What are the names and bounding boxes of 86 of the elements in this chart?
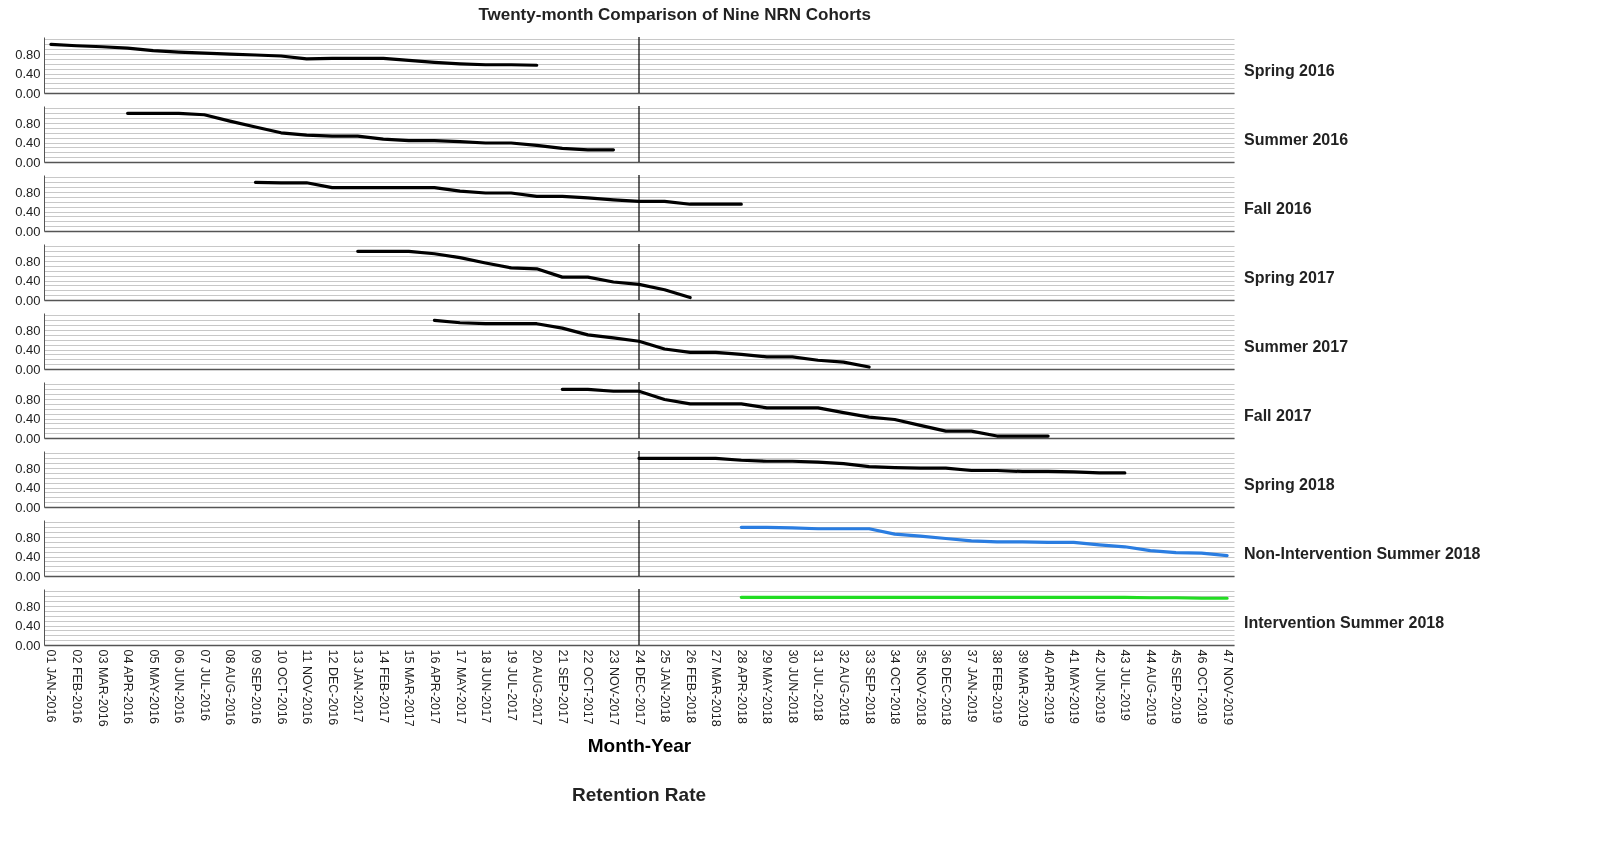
series-label: Intervention Summer 2018 <box>1244 614 1445 631</box>
y-tick-label: 0.80 <box>15 598 41 614</box>
x-tick-label: 40 APR-2019 <box>1041 649 1056 724</box>
x-tick-label: 05 MAY-2016 <box>146 649 161 724</box>
x-tick-label: 21 SEP-2017 <box>555 649 570 724</box>
x-tick-label: 46 OCT-2019 <box>1195 649 1210 725</box>
x-tick-label: 43 JUL-2019 <box>1118 649 1133 722</box>
x-tick-label: 26 FEB-2018 <box>683 649 698 724</box>
y-tick-label: 0.80 <box>15 253 41 269</box>
x-tick-label: 08 AUG-2016 <box>223 649 238 726</box>
x-tick-label: 45 SEP-2019 <box>1169 649 1184 724</box>
text: Spring 2016 <box>1244 62 1335 79</box>
y-tick-label: 0.80 <box>15 115 41 131</box>
x-tick-label: 32 AUG-2018 <box>837 649 852 726</box>
x-tick-label: 03 MAR-2016 <box>95 649 110 727</box>
x-tick-label: 28 APR-2018 <box>734 649 749 724</box>
y-tick-label: 0.40 <box>15 135 41 151</box>
x-tick-label: 01 JAN-2016 <box>44 649 59 723</box>
x-tick-label: 11 NOV-2016 <box>300 649 315 725</box>
y-tick-label: 0.00 <box>15 430 41 446</box>
y-tick-label: 0.40 <box>15 342 41 358</box>
text: Fall 2017 <box>1244 407 1312 424</box>
x-tick-label: 04 APR-2016 <box>121 649 136 724</box>
x-tick-label: 20 AUG-2017 <box>530 649 545 726</box>
x-tick-label: 31 JUL-2018 <box>811 649 826 722</box>
y-tick-label: 0.40 <box>15 549 41 565</box>
x-tick-label: 06 JUN-2016 <box>172 649 187 724</box>
y-tick-label: 0.00 <box>15 292 41 308</box>
x-tick-label: 02 FEB-2016 <box>69 649 84 724</box>
y-tick-label: 0.40 <box>15 411 41 427</box>
y-tick-label: 0.00 <box>15 154 41 170</box>
x-tick-label: 23 NOV-2017 <box>606 649 621 726</box>
y-tick-label: 0.80 <box>15 184 41 200</box>
y-tick-label: 0.00 <box>15 361 41 377</box>
x-tick-label: 17 MAY-2017 <box>453 649 468 724</box>
x-tick-label: 15 MAR-2017 <box>402 649 417 727</box>
x-tick-label: 07 JUL-2016 <box>197 649 212 722</box>
text: Spring 2018 <box>1244 476 1335 493</box>
x-axis-title: Month-Year <box>587 734 692 756</box>
y-tick-label: 0.80 <box>15 322 41 338</box>
y-tick-label: 0.80 <box>15 46 41 62</box>
x-tick-label: 30 JUN-2018 <box>785 649 800 724</box>
x-tick-label: 14 FEB-2017 <box>376 649 391 724</box>
x-tick-label: 19 JUL-2017 <box>504 649 519 722</box>
y-tick-label: 0.00 <box>15 499 41 515</box>
y-tick-label: 0.40 <box>15 66 41 82</box>
x-tick-label: 18 JUN-2017 <box>479 649 494 724</box>
y-tick-label: 0.00 <box>15 85 41 101</box>
text: Fall 2016 <box>1244 200 1312 217</box>
x-tick-label: 22 OCT-2017 <box>581 649 596 725</box>
y-tick-label: 0.40 <box>15 273 41 289</box>
x-tick-label: 35 NOV-2018 <box>913 649 928 726</box>
x-tick-label: 13 JAN-2017 <box>351 649 366 723</box>
y-tick-label: 0.40 <box>15 204 41 220</box>
y-tick-label: 0.80 <box>15 391 41 407</box>
x-tick-label: 34 OCT-2018 <box>888 649 903 725</box>
x-tick-label: 29 MAY-2018 <box>760 649 775 724</box>
y-tick-label: 0.00 <box>15 223 41 239</box>
x-tick-label: 16 APR-2017 <box>427 649 442 724</box>
x-tick-label: 25 JAN-2018 <box>658 649 673 723</box>
x-tick-label: 44 AUG-2019 <box>1143 649 1158 726</box>
x-tick-label: 39 MAR-2019 <box>1016 649 1031 727</box>
x-tick-label: 33 SEP-2018 <box>862 649 877 724</box>
y-tick-label: 0.40 <box>15 618 41 634</box>
x-tick-label: 12 DEC-2016 <box>325 649 340 726</box>
x-tick-label: 10 OCT-2016 <box>274 649 289 725</box>
x-tick-label: 09 SEP-2016 <box>248 649 263 724</box>
series-label: Non-Intervention Summer 2018 <box>1244 545 1481 562</box>
x-tick-label: 27 MAR-2018 <box>709 649 724 727</box>
x-tick-label: 41 MAY-2019 <box>1067 649 1082 724</box>
text: Summer 2016 <box>1244 131 1349 148</box>
x-tick-label: 36 DEC-2018 <box>939 649 954 726</box>
x-tick-label: 47 NOV-2019 <box>1220 649 1235 726</box>
x-tick-label: 24 DEC-2017 <box>632 649 647 726</box>
x-tick-label: 42 JUN-2019 <box>1092 649 1107 724</box>
y-tick-label: 0.00 <box>15 568 41 584</box>
y-tick-label: 0.40 <box>15 480 41 496</box>
text: Retention Rate <box>571 784 707 805</box>
x-tick-label: 37 JAN-2019 <box>964 649 979 723</box>
y-tick-label: 0.80 <box>15 460 41 476</box>
y-tick-label: 0.80 <box>15 529 41 545</box>
text: Spring 2017 <box>1244 269 1335 286</box>
y-tick-label: 0.00 <box>15 637 41 653</box>
text: Summer 2017 <box>1244 338 1349 355</box>
x-tick-label: 38 FEB-2019 <box>990 649 1005 724</box>
chart-title: Twenty-month Comparison of Nine NRN Cohorts <box>478 5 871 25</box>
